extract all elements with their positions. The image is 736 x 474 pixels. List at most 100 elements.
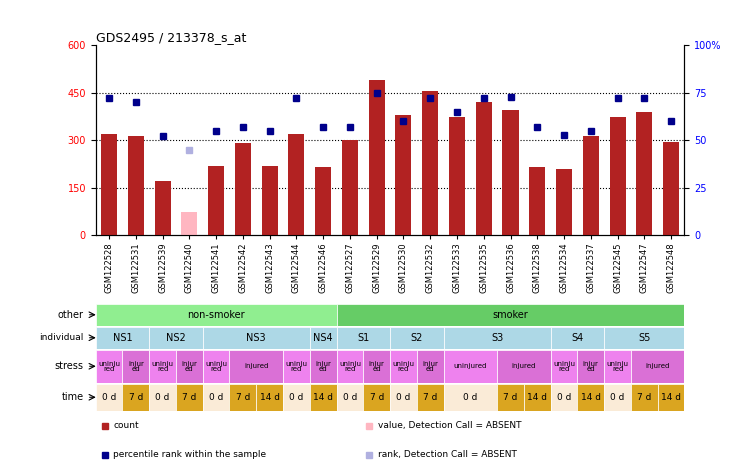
Bar (390, 350, 417, 383)
Text: uninju
red: uninju red (98, 361, 120, 372)
Bar (96, 384, 122, 410)
Bar (230, 350, 283, 383)
Bar (556, 169, 572, 235)
Text: 0 d: 0 d (343, 393, 357, 402)
Text: individual: individual (40, 333, 84, 342)
Bar (503, 110, 519, 235)
Bar (235, 144, 251, 235)
Bar (364, 350, 390, 383)
Bar (604, 350, 631, 383)
Bar (310, 384, 336, 410)
Text: injur
ed: injur ed (422, 361, 438, 372)
Text: 14 d: 14 d (314, 393, 333, 402)
Bar (256, 384, 283, 410)
Text: 14 d: 14 d (661, 393, 681, 402)
Text: 7 d: 7 d (183, 393, 197, 402)
Text: uninju
red: uninju red (392, 361, 414, 372)
Bar (289, 134, 305, 235)
Bar (336, 304, 684, 326)
Bar (444, 384, 497, 410)
Bar (604, 384, 631, 410)
Text: NS4: NS4 (314, 333, 333, 343)
Bar (529, 167, 545, 235)
Text: 0 d: 0 d (209, 393, 223, 402)
Text: injured: injured (244, 363, 269, 369)
Bar (604, 327, 684, 349)
Bar (230, 384, 256, 410)
Bar (202, 350, 230, 383)
Text: injur
ed: injur ed (181, 361, 197, 372)
Bar (449, 117, 465, 235)
Bar (658, 384, 684, 410)
Text: 7 d: 7 d (423, 393, 437, 402)
Text: uninju
red: uninju red (606, 361, 629, 372)
Text: injured: injured (512, 363, 536, 369)
Bar (122, 350, 149, 383)
Text: 0 d: 0 d (396, 393, 411, 402)
Text: NS1: NS1 (113, 333, 132, 343)
Bar (342, 140, 358, 235)
Text: 0 d: 0 d (289, 393, 303, 402)
Bar (609, 117, 626, 235)
Text: S4: S4 (571, 333, 584, 343)
Text: uninju
red: uninju red (205, 361, 227, 372)
Bar (369, 80, 385, 235)
Bar (637, 112, 652, 235)
Text: uninju
red: uninju red (339, 361, 361, 372)
Bar (101, 134, 117, 235)
Bar (310, 350, 336, 383)
Text: uninju
red: uninju red (286, 361, 308, 372)
Bar (417, 350, 444, 383)
Text: injur
ed: injur ed (128, 361, 144, 372)
Text: S3: S3 (491, 333, 503, 343)
Bar (96, 304, 336, 326)
Bar (395, 115, 411, 235)
Bar (551, 384, 578, 410)
Text: 7 d: 7 d (129, 393, 143, 402)
Bar (315, 167, 331, 235)
Bar (497, 350, 551, 383)
Text: S1: S1 (357, 333, 369, 343)
Text: non-smoker: non-smoker (187, 310, 245, 320)
Bar (551, 350, 578, 383)
Text: 14 d: 14 d (260, 393, 280, 402)
Bar (583, 136, 599, 235)
Bar (444, 350, 497, 383)
Text: 14 d: 14 d (581, 393, 601, 402)
Text: 7 d: 7 d (637, 393, 651, 402)
Text: 7 d: 7 d (503, 393, 517, 402)
Bar (155, 182, 171, 235)
Text: injur
ed: injur ed (315, 361, 331, 372)
Bar (149, 384, 176, 410)
Bar (364, 384, 390, 410)
Text: injured: injured (645, 363, 670, 369)
Text: 14 d: 14 d (527, 393, 548, 402)
Bar (149, 350, 176, 383)
Bar (176, 350, 202, 383)
Bar (128, 136, 144, 235)
Bar (96, 327, 149, 349)
Bar (631, 350, 684, 383)
Bar (283, 350, 310, 383)
Bar (336, 327, 390, 349)
Text: uninju
red: uninju red (553, 361, 575, 372)
Bar (181, 211, 197, 235)
Text: S5: S5 (638, 333, 651, 343)
Bar (422, 91, 438, 235)
Bar (96, 350, 122, 383)
Bar (524, 384, 551, 410)
Text: count: count (113, 421, 139, 430)
Bar (336, 350, 364, 383)
Bar (578, 384, 604, 410)
Text: 7 d: 7 d (236, 393, 250, 402)
Text: other: other (58, 310, 84, 320)
Text: NS3: NS3 (247, 333, 266, 343)
Bar (631, 384, 658, 410)
Text: 7 d: 7 d (369, 393, 384, 402)
Text: 0 d: 0 d (557, 393, 571, 402)
Text: 0 d: 0 d (463, 393, 478, 402)
Bar (444, 327, 551, 349)
Bar (202, 384, 230, 410)
Text: percentile rank within the sample: percentile rank within the sample (113, 450, 266, 459)
Text: rank, Detection Call = ABSENT: rank, Detection Call = ABSENT (378, 450, 517, 459)
